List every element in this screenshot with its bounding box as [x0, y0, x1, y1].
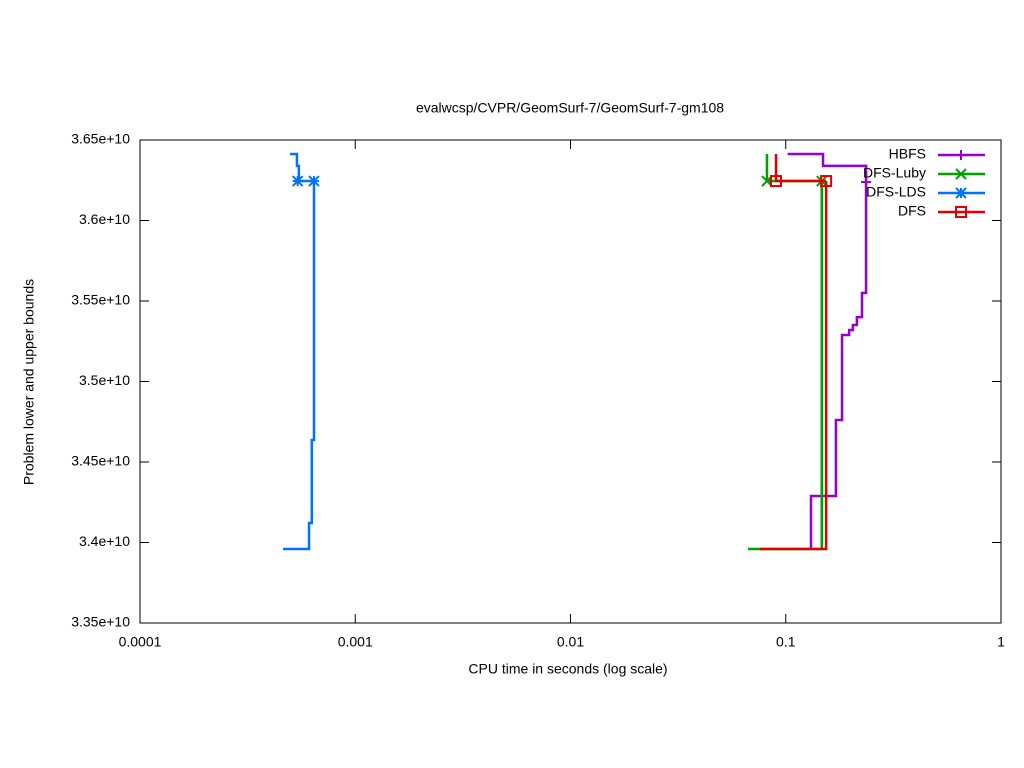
- x-tick-label: 0.1: [776, 634, 796, 650]
- legend-marker: [956, 150, 966, 160]
- y-tick-label: 3.35e+10: [71, 614, 130, 630]
- chart-title: evalwcsp/CVPR/GeomSurf-7/GeomSurf-7-gm10…: [416, 100, 724, 116]
- y-axis-label: Problem lower and upper bounds: [21, 279, 37, 485]
- x-tick-label: 0.01: [557, 634, 584, 650]
- series-line: [759, 154, 828, 551]
- x-tick-label: 1: [997, 634, 1005, 650]
- legend-label: DFS-LDS: [866, 184, 926, 200]
- y-tick-label: 3.6e+10: [79, 211, 130, 227]
- data-point: [291, 175, 304, 187]
- y-tick-label: 3.65e+10: [71, 131, 130, 147]
- data-point: [820, 175, 833, 188]
- series-line: [787, 152, 868, 549]
- legend-label: DFS: [898, 203, 926, 219]
- x-axis-label: CPU time in seconds (log scale): [468, 661, 667, 677]
- legend-marker: [955, 206, 967, 218]
- data-point: [308, 175, 320, 187]
- plot-border: [139, 139, 1002, 624]
- x-tick-label: 0.0001: [119, 634, 162, 650]
- data-point: [770, 175, 783, 188]
- legend-label: HBFS: [889, 146, 926, 162]
- legend-label: DFS-Luby: [863, 165, 926, 181]
- y-tick-label: 3.45e+10: [71, 453, 130, 469]
- x-tick-label: 0.001: [338, 634, 373, 650]
- y-tick-label: 3.5e+10: [79, 372, 130, 388]
- y-tick-label: 3.4e+10: [79, 533, 130, 549]
- legend-marker: [955, 187, 967, 199]
- y-tick-label: 3.55e+10: [71, 292, 130, 308]
- data-point: [861, 177, 872, 188]
- legend-marker: [955, 168, 967, 180]
